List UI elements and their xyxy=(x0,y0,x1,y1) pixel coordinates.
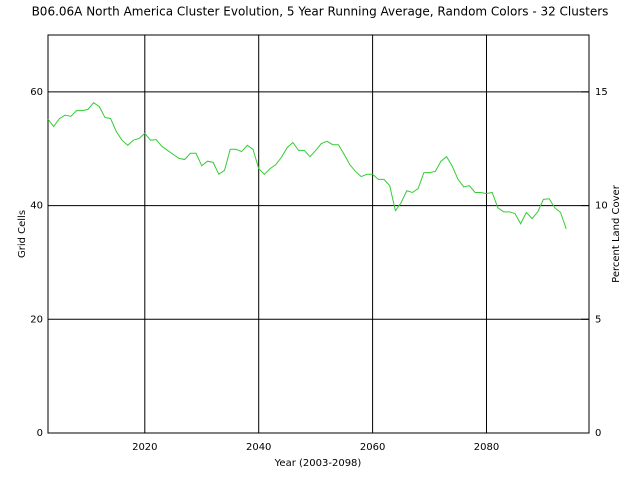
y-axis-label: Grid Cells xyxy=(17,210,28,258)
y2-tick-label: 15 xyxy=(595,87,608,98)
y2-tick-label: 0 xyxy=(595,428,601,439)
y2-axis-label: Percent Land Cover xyxy=(611,184,622,283)
x-tick-label: 2080 xyxy=(474,442,499,453)
x-axis-label: Year (2003-2098) xyxy=(274,458,362,469)
chart-title: B06.06A North America Cluster Evolution,… xyxy=(32,5,609,19)
y-tick-label: 20 xyxy=(30,314,43,325)
y-tick-label: 60 xyxy=(30,87,43,98)
y2-tick-label: 5 xyxy=(595,314,601,325)
data-line xyxy=(47,101,567,230)
x-tick-label: 2020 xyxy=(132,442,157,453)
y-tick-label: 40 xyxy=(30,201,43,212)
y-tick-label: 0 xyxy=(37,428,43,439)
x-tick-label: 2060 xyxy=(360,442,385,453)
plot-frame xyxy=(47,34,590,434)
y2-tick-label: 10 xyxy=(595,201,608,212)
x-tick-label: 2040 xyxy=(246,442,271,453)
